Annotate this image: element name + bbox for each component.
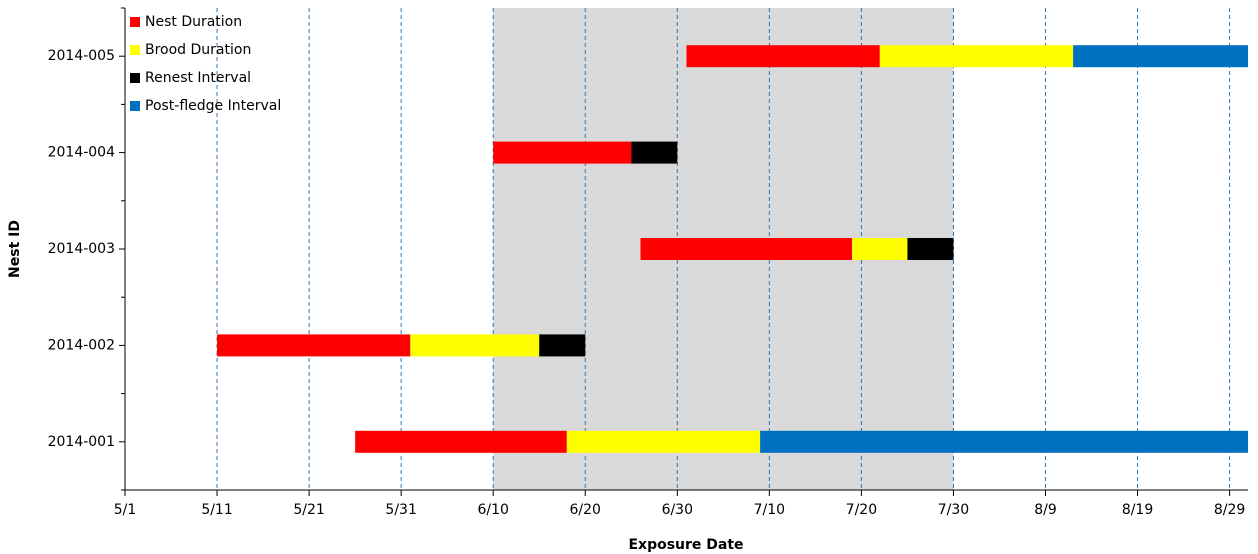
legend-label: Brood Duration	[145, 42, 251, 58]
y-tick-label: 2014-001	[48, 434, 115, 450]
bar-segment	[566, 430, 761, 453]
y-axis-title: Nest ID	[7, 220, 23, 278]
bar-segment	[879, 45, 1074, 68]
x-tick-label: 8/9	[1034, 502, 1057, 518]
bar-segment	[493, 141, 632, 164]
bar-segment	[760, 430, 1248, 453]
x-tick-label: 8/29	[1214, 502, 1245, 518]
x-tick-label: 7/30	[938, 502, 969, 518]
x-tick-label: 6/30	[662, 502, 693, 518]
legend-swatch	[130, 73, 140, 83]
y-tick-label: 2014-005	[48, 48, 115, 64]
x-tick-label: 6/10	[477, 502, 508, 518]
bar-segment	[217, 334, 411, 357]
x-tick-label: 6/20	[570, 502, 601, 518]
bar-segment	[355, 430, 567, 453]
legend-label: Renest Interval	[145, 70, 251, 86]
y-tick-label: 2014-003	[48, 241, 115, 257]
bar-segment	[640, 238, 853, 260]
bar-segment	[852, 238, 908, 260]
y-tick-label: 2014-004	[48, 145, 115, 161]
bar-segment	[686, 45, 880, 68]
x-tick-label: 7/10	[754, 502, 785, 518]
x-tick-label: 5/11	[201, 502, 232, 518]
legend-label: Nest Duration	[145, 14, 242, 30]
x-tick-label: 8/19	[1122, 502, 1153, 518]
y-tick-label: 2014-002	[48, 337, 115, 353]
bar-segment	[1073, 45, 1248, 68]
bar-segment	[631, 141, 678, 164]
x-tick-label: 5/31	[385, 502, 416, 518]
bar-segment	[907, 238, 954, 260]
bar-segment	[410, 334, 540, 357]
legend-swatch	[130, 101, 140, 111]
x-tick-label: 5/21	[293, 502, 324, 518]
x-tick-label: 5/1	[114, 502, 137, 518]
legend-swatch	[130, 45, 140, 55]
x-tick-label: 7/20	[846, 502, 877, 518]
legend-label: Post-fledge Interval	[145, 98, 281, 114]
bar-segment	[539, 334, 586, 357]
legend-swatch	[130, 17, 140, 27]
x-axis-title: Exposure Date	[628, 537, 743, 553]
